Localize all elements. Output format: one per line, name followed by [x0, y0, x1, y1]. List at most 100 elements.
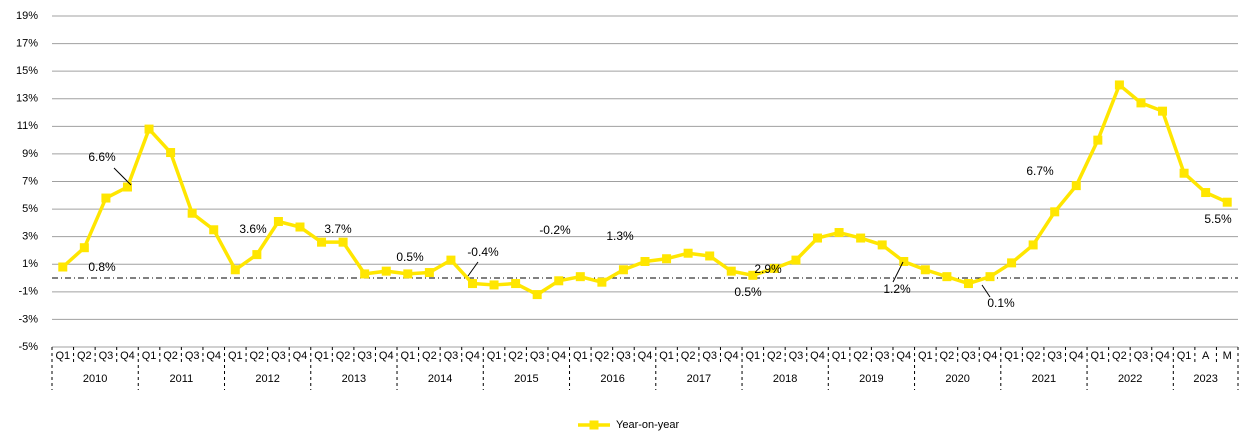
x-tick-label: Q1	[918, 350, 933, 362]
x-tick-label: Q3	[357, 350, 372, 362]
x-tick-label: Q3	[444, 350, 459, 362]
y-tick-label: -5%	[18, 341, 38, 353]
x-tick-label: Q1	[1177, 350, 1192, 362]
data-point	[122, 182, 132, 192]
x-group-label: 2015	[514, 373, 538, 385]
y-tick-label: 19%	[16, 10, 38, 22]
data-point	[144, 124, 154, 134]
x-tick-label: Q2	[940, 350, 955, 362]
x-tick-label: Q1	[659, 350, 674, 362]
data-point	[1179, 168, 1189, 178]
y-tick-label: -3%	[18, 313, 38, 325]
data-point	[532, 290, 542, 300]
x-tick-label: Q2	[250, 350, 265, 362]
x-group-label: 2020	[945, 373, 969, 385]
x-tick-label: M	[1223, 350, 1232, 362]
x-group-label: 2011	[170, 373, 194, 385]
x-tick-label: Q2	[508, 350, 523, 362]
annotation: 2.9%	[754, 262, 782, 276]
data-point	[1050, 207, 1060, 217]
data-point	[575, 272, 585, 282]
data-point	[1028, 240, 1038, 250]
x-group-label: 2010	[83, 373, 107, 385]
x-tick-label: Q4	[379, 350, 394, 362]
x-tick-label: Q4	[896, 350, 911, 362]
x-tick-label: Q4	[1069, 350, 1084, 362]
x-tick-label: Q4	[120, 350, 135, 362]
y-tick-label: 13%	[16, 93, 38, 105]
data-point	[791, 255, 801, 265]
x-tick-label: Q1	[400, 350, 415, 362]
annotation: 5.5%	[1204, 212, 1232, 226]
x-tick-label: Q1	[573, 350, 588, 362]
x-group-label: 2023	[1193, 373, 1217, 385]
annotation: 6.7%	[1026, 164, 1054, 178]
annotation: 6.6%	[88, 150, 116, 164]
x-tick-label: Q3	[875, 350, 890, 362]
y-tick-label: 15%	[16, 65, 38, 77]
data-point	[1201, 188, 1211, 198]
x-tick-label: Q2	[595, 350, 610, 362]
data-point	[705, 251, 715, 261]
data-point	[1158, 106, 1168, 116]
data-point	[511, 279, 521, 289]
x-tick-label: Q4	[206, 350, 221, 362]
x-tick-label: Q3	[1134, 350, 1149, 362]
x-tick-label: Q2	[1026, 350, 1041, 362]
data-point	[683, 248, 693, 258]
data-point	[446, 255, 456, 265]
x-tick-label: Q1	[1090, 350, 1105, 362]
data-point	[403, 269, 413, 279]
legend-marker	[589, 420, 599, 430]
data-point	[662, 254, 672, 264]
data-point	[1007, 258, 1017, 268]
x-tick-label: Q1	[487, 350, 502, 362]
y-tick-label: -1%	[18, 286, 38, 298]
x-tick-label: Q3	[99, 350, 114, 362]
x-tick-label: Q1	[142, 350, 157, 362]
x-tick-label: Q4	[724, 350, 739, 362]
x-tick-label: Q2	[767, 350, 782, 362]
annotation: 0.1%	[987, 296, 1015, 310]
y-tick-label: 7%	[22, 175, 38, 187]
x-tick-label: Q1	[745, 350, 760, 362]
annotation: 1.3%	[606, 229, 634, 243]
y-tick-label: 9%	[22, 148, 38, 160]
x-group-label: 2021	[1032, 373, 1056, 385]
x-tick-label: Q3	[530, 350, 545, 362]
x-tick-label: Q2	[853, 350, 868, 362]
annotation: 0.5%	[396, 250, 424, 264]
leader-line	[467, 261, 479, 277]
x-group-label: 2019	[859, 373, 883, 385]
y-tick-label: 1%	[22, 258, 38, 270]
data-point	[748, 270, 758, 280]
data-point	[554, 276, 564, 286]
data-point	[640, 256, 650, 266]
data-point	[101, 193, 111, 203]
data-point	[1093, 135, 1103, 145]
x-tick-label: Q3	[185, 350, 200, 362]
data-point	[317, 237, 327, 247]
x-tick-label: Q3	[702, 350, 717, 362]
x-tick-label: Q2	[681, 350, 696, 362]
leader-line	[981, 284, 991, 298]
x-tick-label: Q2	[163, 350, 178, 362]
annotation: 3.6%	[239, 222, 267, 236]
data-point	[79, 243, 89, 253]
data-point	[834, 228, 844, 238]
data-point	[424, 268, 434, 278]
data-point	[769, 263, 779, 273]
x-tick-label: Q1	[832, 350, 847, 362]
x-tick-label: Q4	[1155, 350, 1170, 362]
x-group-label: 2013	[342, 373, 366, 385]
leader-line	[113, 167, 132, 186]
x-group-label: 2012	[255, 373, 279, 385]
data-point	[187, 208, 197, 218]
data-point	[1136, 98, 1146, 108]
x-group-label: 2017	[687, 373, 711, 385]
x-group-label: 2018	[773, 373, 797, 385]
data-point	[942, 272, 952, 282]
data-point	[273, 216, 283, 226]
leader-line	[892, 261, 904, 283]
